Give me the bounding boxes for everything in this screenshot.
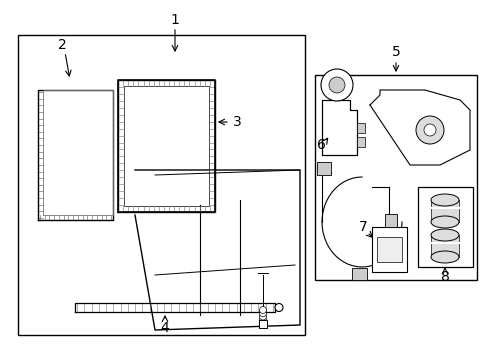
Circle shape xyxy=(423,124,435,136)
Polygon shape xyxy=(316,162,330,175)
Circle shape xyxy=(259,320,266,327)
Polygon shape xyxy=(351,268,366,280)
Polygon shape xyxy=(369,90,469,165)
Bar xyxy=(417,187,472,267)
Circle shape xyxy=(328,77,345,93)
Text: 6: 6 xyxy=(316,138,325,152)
Circle shape xyxy=(259,306,266,314)
Text: 1: 1 xyxy=(170,13,179,27)
Circle shape xyxy=(259,310,266,317)
Polygon shape xyxy=(75,303,272,312)
Polygon shape xyxy=(430,200,458,222)
Text: 3: 3 xyxy=(232,115,241,129)
Text: 5: 5 xyxy=(391,45,400,59)
Circle shape xyxy=(259,316,266,323)
Text: 2: 2 xyxy=(58,38,66,52)
Text: 8: 8 xyxy=(440,270,448,284)
Polygon shape xyxy=(135,170,299,330)
Polygon shape xyxy=(356,137,364,147)
Polygon shape xyxy=(371,227,406,272)
Bar xyxy=(314,75,476,280)
Circle shape xyxy=(415,116,443,144)
Polygon shape xyxy=(356,123,364,133)
Ellipse shape xyxy=(430,229,458,241)
Text: 4: 4 xyxy=(160,321,169,335)
Ellipse shape xyxy=(430,216,458,228)
Polygon shape xyxy=(259,320,266,328)
Text: 7: 7 xyxy=(358,220,366,234)
Polygon shape xyxy=(38,90,113,220)
Polygon shape xyxy=(376,237,401,262)
Polygon shape xyxy=(384,214,396,227)
Polygon shape xyxy=(430,235,458,257)
Circle shape xyxy=(274,303,283,311)
Ellipse shape xyxy=(430,251,458,263)
Polygon shape xyxy=(321,100,356,155)
Bar xyxy=(124,86,208,206)
Circle shape xyxy=(320,69,352,101)
Bar xyxy=(18,35,305,335)
Ellipse shape xyxy=(430,194,458,206)
Circle shape xyxy=(259,313,266,320)
